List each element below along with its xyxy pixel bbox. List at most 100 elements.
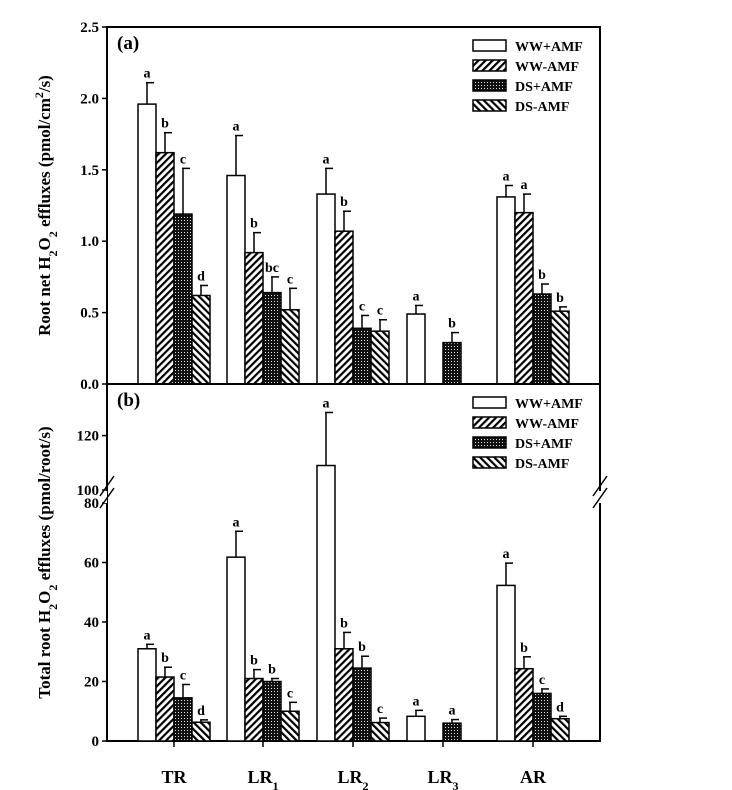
- significance-letter: a: [233, 515, 240, 530]
- bar-WW-AMF-LR2: [334, 230, 354, 385]
- bar-WW+AMF-LR2: [316, 464, 336, 742]
- significance-letter: b: [340, 616, 348, 631]
- legend-label: DS+AMF: [515, 437, 573, 452]
- bar-WW+AMF-TR: [137, 103, 157, 385]
- x-tick-label: LR3: [427, 767, 458, 790]
- significance-letter: c: [180, 668, 186, 683]
- y-tick-label: 2.5: [80, 20, 99, 36]
- significance-letter: c: [287, 272, 293, 287]
- y-tick-label: 120: [77, 429, 100, 445]
- axis-break-mark: [592, 475, 608, 497]
- y-tick-label: 40: [84, 615, 99, 631]
- axis-break-mark: [99, 475, 115, 497]
- y-tick-label: 0.0: [80, 377, 99, 393]
- significance-letter: a: [503, 547, 510, 562]
- legend-label: DS-AMF: [515, 100, 569, 115]
- y-tick-label: 2.0: [80, 91, 99, 107]
- bar-DS-AMF-TR: [191, 721, 211, 742]
- panel-label: (b): [117, 390, 140, 411]
- bar-DS-AMF-LR1: [280, 710, 300, 742]
- bar-DS+AMF-LR2: [352, 327, 372, 385]
- y-tick-label: 0.5: [80, 306, 99, 322]
- bar-DS+AMF-LR2: [352, 667, 372, 742]
- legend-swatch: [472, 39, 507, 52]
- significance-letter: b: [340, 195, 348, 210]
- y-tick-label: 1.0: [80, 234, 99, 250]
- y-tick-label: 80: [84, 496, 99, 512]
- bar-DS+AMF-LR3: [442, 341, 462, 385]
- significance-letter: c: [377, 304, 383, 319]
- y-tick-label: 1.5: [80, 163, 99, 179]
- bar-WW+AMF-LR2: [316, 193, 336, 385]
- bar-WW-AMF-TR: [155, 676, 175, 742]
- significance-letter: a: [413, 289, 420, 304]
- legend-swatch: [472, 79, 507, 92]
- significance-letter: b: [448, 317, 456, 332]
- legend-swatch: [472, 456, 507, 469]
- bar-break-gap: [318, 479, 334, 503]
- bar-DS+AMF-LR3: [442, 722, 462, 742]
- significance-letter: a: [323, 152, 330, 167]
- bar-WW-AMF-LR2: [334, 648, 354, 742]
- significance-letter: b: [161, 117, 169, 132]
- bar-DS+AMF-AR: [532, 293, 552, 385]
- bar-WW-AMF-LR1: [244, 251, 264, 385]
- significance-letter: c: [287, 686, 293, 701]
- y-tick-label: 0: [92, 734, 100, 750]
- bar-WW+AMF-LR1: [226, 556, 246, 742]
- significance-letter: a: [413, 694, 420, 709]
- x-tick-label: TR: [161, 767, 187, 787]
- bar-WW+AMF-TR: [137, 648, 157, 742]
- significance-letter: a: [144, 628, 151, 643]
- significance-letter: c: [180, 152, 186, 167]
- axis-break-mark: [99, 487, 115, 509]
- y-axis-label: Root net H2O2 effluxes (pmol/cm2/s): [32, 75, 60, 336]
- legend-swatch: [472, 59, 507, 72]
- axis-break-gap: [103, 491, 107, 503]
- bar-DS+AMF-AR: [532, 692, 552, 742]
- bar-DS+AMF-LR1: [262, 680, 282, 742]
- significance-letter: d: [197, 269, 205, 284]
- y-axis-label: Total root H2O2 effluxes (pmol/root/s): [35, 426, 60, 698]
- legend-label: DS+AMF: [515, 80, 573, 95]
- x-tick-label: LR1: [247, 767, 278, 790]
- x-tick-label: AR: [520, 767, 547, 787]
- bar-WW+AMF-AR: [496, 584, 516, 742]
- bar-DS+AMF-TR: [173, 213, 193, 385]
- significance-letter: a: [233, 120, 240, 135]
- significance-letter: b: [161, 651, 169, 666]
- bar-DS-AMF-TR: [191, 294, 211, 385]
- bar-WW+AMF-AR: [496, 196, 516, 385]
- bar-WW+AMF-LR3: [406, 715, 426, 742]
- legend-label: WW+AMF: [515, 40, 583, 55]
- legend-label: WW+AMF: [515, 397, 583, 412]
- panel-label: (a): [117, 33, 139, 54]
- significance-letter: c: [359, 299, 365, 314]
- bar-DS+AMF-LR1: [262, 291, 282, 385]
- significance-letter: b: [268, 663, 276, 678]
- panel-a: 0.0 0.5 1.0 1.5 2.0 2.5 (a) Root net H2O2 efflu…: [32, 20, 601, 393]
- bar-DS-AMF-AR: [550, 717, 570, 742]
- significance-letter: b: [250, 654, 258, 669]
- significance-letter: c: [539, 673, 545, 688]
- bar-WW-AMF-LR1: [244, 677, 264, 742]
- significance-letter: b: [556, 291, 564, 306]
- bar-WW-AMF-TR: [155, 151, 175, 385]
- significance-letter: b: [538, 268, 546, 283]
- significance-letter: bc: [265, 261, 279, 276]
- bar-DS-AMF-LR2: [370, 721, 390, 742]
- significance-letter: a: [503, 170, 510, 185]
- bar-DS-AMF-LR1: [280, 308, 300, 385]
- legend-swatch: [472, 416, 507, 429]
- significance-letter: d: [556, 700, 564, 715]
- bar-WW+AMF-LR1: [226, 174, 246, 385]
- significance-letter: b: [520, 641, 528, 656]
- bar-DS-AMF-LR2: [370, 330, 390, 385]
- bar-WW+AMF-LR3: [406, 313, 426, 385]
- legend-label: WW-AMF: [515, 60, 579, 75]
- significance-letter: c: [377, 702, 383, 717]
- significance-letter: b: [358, 640, 366, 655]
- legend-swatch: [472, 436, 507, 449]
